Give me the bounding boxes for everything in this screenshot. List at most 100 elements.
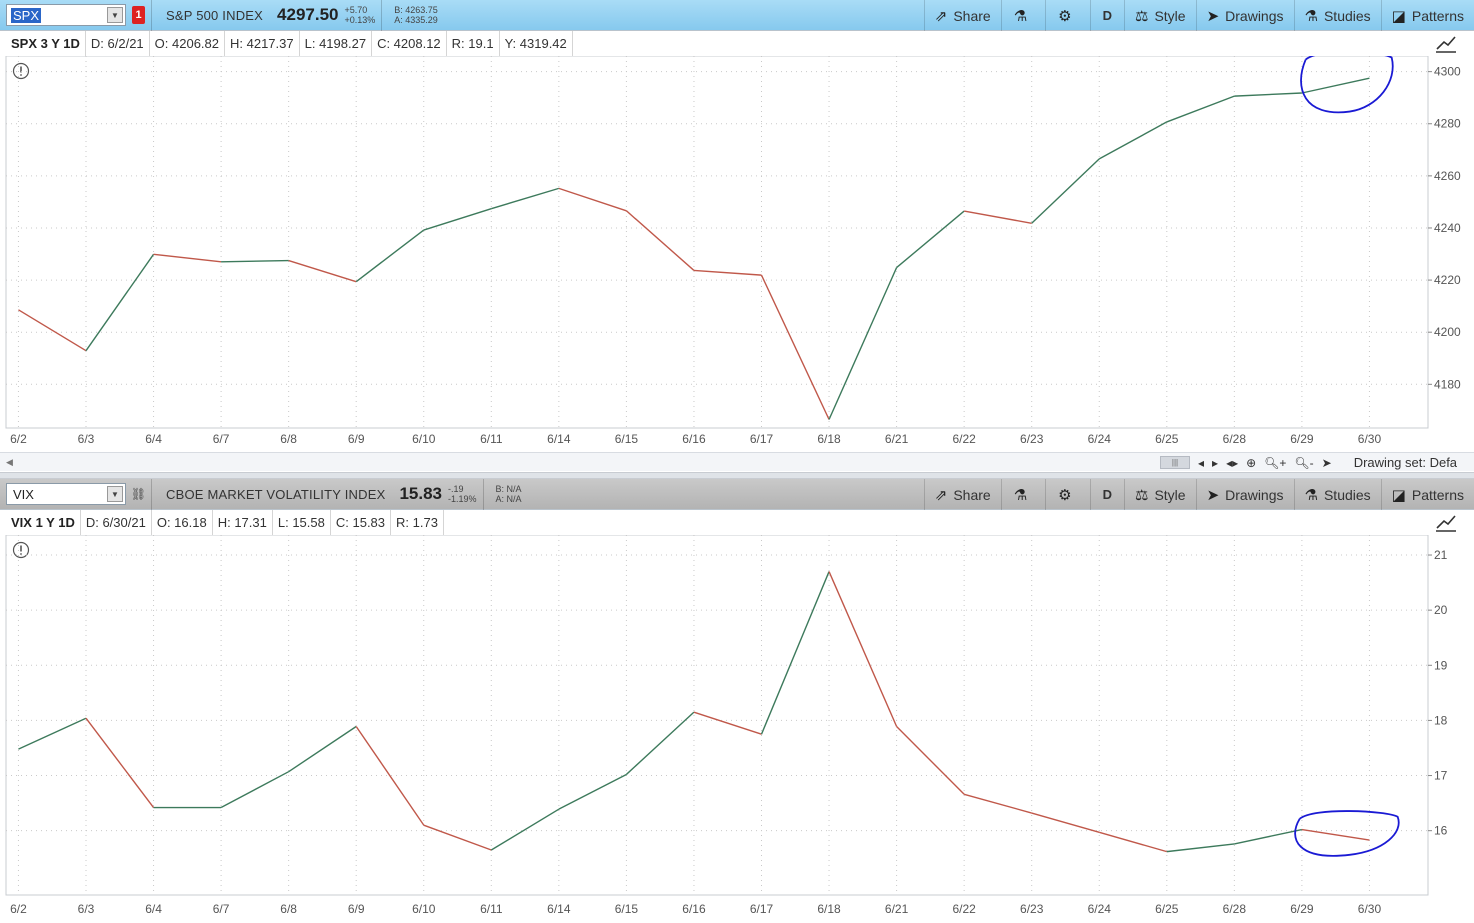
scroll-forward-icon[interactable]: ▸ (1212, 455, 1219, 470)
drawings-button[interactable]: ➤ Drawings (1195, 0, 1294, 31)
price-segment (423, 824, 492, 851)
change-percent: +0.13% (344, 15, 376, 25)
x-tick-label: 6/14 (547, 902, 571, 916)
change-block: +5.70 +0.13% (344, 5, 375, 25)
y-tick-label: 19 (1434, 658, 1448, 672)
close-value: C: 4208.12 (372, 31, 447, 56)
zoom-in-icon[interactable]: 🔍︎+ (1264, 455, 1287, 470)
expand-icon[interactable]: ◂▸ (1226, 455, 1239, 470)
vix-symbol-input[interactable]: VIX ▼ (6, 483, 126, 505)
range-value: R: 19.1 (447, 31, 500, 56)
price-segment (1301, 77, 1370, 94)
index-price: 15.83 (399, 484, 442, 503)
toolbar-divider (482, 478, 484, 510)
alert-badge[interactable]: 1 (132, 6, 145, 24)
period-button[interactable]: D (1089, 479, 1124, 510)
patterns-button[interactable]: ◪ Patterns (1380, 0, 1474, 31)
x-tick-label: 6/9 (348, 902, 365, 916)
x-tick-label: 6/29 (1290, 902, 1314, 916)
price-segment (760, 571, 830, 735)
drawings-button[interactable]: ➤ Drawings (1195, 479, 1294, 510)
axis-scale-icon[interactable] (1434, 511, 1458, 533)
x-tick-label: 6/2 (10, 432, 27, 446)
x-tick-label: 6/18 (817, 432, 841, 446)
studies-button[interactable]: ⚗ Studies (1293, 0, 1381, 31)
x-tick-label: 6/17 (750, 902, 774, 916)
date-value: D: 6/2/21 (86, 31, 150, 56)
warning-icon[interactable] (12, 541, 30, 559)
period-label: D (1102, 487, 1112, 502)
zoom-out-icon[interactable]: 🔍︎- (1294, 455, 1314, 470)
patterns-button[interactable]: ◪ Patterns (1380, 479, 1474, 510)
link-icon[interactable]: ⛓ (130, 487, 147, 501)
symbol-text: VIX (13, 486, 34, 502)
price-line (18, 77, 1370, 420)
panel-separator[interactable] (0, 472, 1474, 479)
x-tick-label: 6/25 (1155, 902, 1179, 916)
scroll-left-icon[interactable]: ◀ (6, 456, 13, 467)
x-tick-label: 6/29 (1290, 432, 1314, 446)
chart-scrollbar[interactable]: ◀ ||| ◂ ▸ ◂▸ ⊕ 🔍︎+ 🔍︎- ➤ Drawing set: De… (0, 452, 1474, 471)
flask-button[interactable]: ⚗ (1000, 0, 1045, 31)
bid-ask-block: B: 4263.75 A: 4335.29 (394, 5, 438, 25)
open-value: O: 16.18 (152, 510, 213, 535)
toolbar-actions: ⇗ Share ⚗ ⚙ D ⚖ Style ➤ Drawings ⚗ Studies ◪… (923, 0, 1474, 31)
chart-title[interactable]: SPX 3 Y 1D (6, 31, 86, 56)
scroll-thumb[interactable]: ||| (1160, 456, 1190, 469)
hand-drawn-annotation[interactable] (1300, 56, 1394, 114)
pointer-icon[interactable]: ➤ (1321, 455, 1332, 470)
x-tick-label: 6/11 (480, 432, 503, 446)
axis-scale-icon[interactable] (1434, 32, 1458, 54)
period-button[interactable]: D (1089, 0, 1124, 31)
price-segment (963, 793, 1032, 814)
scroll-back-icon[interactable]: ◂ (1198, 455, 1205, 470)
open-value: O: 4206.82 (150, 31, 225, 56)
drawing-set-label[interactable]: Drawing set: Defa (1353, 455, 1458, 470)
date-value: D: 6/30/21 (81, 510, 152, 535)
y-tick-label: 17 (1434, 769, 1448, 783)
x-tick-label: 6/30 (1358, 432, 1382, 446)
chevron-down-icon[interactable]: ▼ (107, 7, 123, 23)
x-tick-label: 6/30 (1358, 902, 1382, 916)
price-segment (220, 771, 289, 809)
candlestick-icon: ⚖ (1135, 486, 1149, 504)
studies-label: Studies (1323, 7, 1371, 24)
settings-button[interactable]: ⚙ (1045, 0, 1089, 31)
y-tick-label: 4180 (1434, 377, 1461, 391)
x-tick-label: 6/17 (750, 432, 774, 446)
flask-button[interactable]: ⚗ (1000, 479, 1045, 510)
vix-info-bar: VIX 1 Y 1D D: 6/30/21 O: 16.18 H: 17.31 … (6, 510, 444, 535)
price-segment (153, 253, 222, 263)
crosshair-icon[interactable]: ⊕ (1246, 455, 1257, 470)
settings-button[interactable]: ⚙ (1045, 479, 1089, 510)
chart-title[interactable]: VIX 1 Y 1D (6, 510, 81, 535)
price-segment (625, 210, 695, 271)
ask-value: A: 4335.29 (394, 15, 438, 25)
period-label: D (1102, 8, 1112, 23)
drawings-label: Drawings (1225, 7, 1284, 24)
price-segment (828, 571, 898, 727)
studies-button[interactable]: ⚗ Studies (1293, 479, 1381, 510)
x-tick-label: 6/15 (615, 902, 639, 916)
vix-price-chart[interactable]: 16 17 18 19 20 21 6/2 6/3 6/4 6/7 6/8 6/9 6/10 6/11 6/… (0, 535, 1474, 923)
price-segment (1031, 158, 1100, 224)
candlestick-icon: ⚖ (1135, 7, 1149, 25)
x-tick-label: 6/11 (480, 902, 503, 916)
chevron-down-icon[interactable]: ▼ (107, 486, 123, 502)
y-tick-label: 4300 (1434, 65, 1461, 79)
share-button[interactable]: ⇗ Share (923, 479, 1001, 510)
x-tick-label: 6/8 (280, 902, 297, 916)
spx-chart-panel: SPX ▼ 1 S&P 500 INDEX 4297.50 +5.70 +0.1… (0, 0, 1474, 471)
share-button[interactable]: ⇗ Share (923, 0, 1001, 31)
style-button[interactable]: ⚖ Style (1124, 0, 1196, 31)
price-segment (828, 267, 898, 420)
y-tick-label: 18 (1434, 713, 1448, 727)
x-tick-label: 6/22 (952, 902, 976, 916)
spx-price-chart[interactable]: 4180 4200 4220 4240 4260 4280 4300 6/2 6/3 6/4 6/7… (0, 56, 1474, 452)
high-value: H: 17.31 (213, 510, 273, 535)
index-name: CBOE MARKET VOLATILITY INDEX (166, 486, 386, 502)
hand-drawn-annotation[interactable] (1294, 810, 1400, 857)
price-segment (760, 274, 830, 420)
spx-symbol-input[interactable]: SPX ▼ (6, 4, 126, 26)
style-button[interactable]: ⚖ Style (1124, 479, 1196, 510)
